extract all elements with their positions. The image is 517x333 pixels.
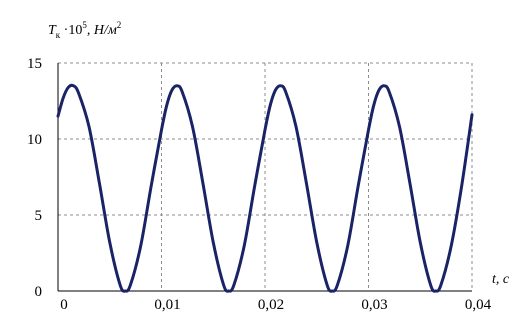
x-tick-label: 0,03 bbox=[361, 297, 387, 313]
y-tick-label: 10 bbox=[27, 132, 42, 148]
y-axis-label-subscript: к bbox=[56, 30, 61, 40]
x-tick-label: 0,01 bbox=[154, 297, 180, 313]
y-axis-label-symbol: T bbox=[48, 23, 57, 38]
x-tick-label: 0 bbox=[60, 297, 68, 313]
y-axis-label-exponent: 5 bbox=[82, 20, 87, 30]
series-line-0 bbox=[56, 83, 474, 293]
x-tick-label: 0,04 bbox=[465, 297, 492, 313]
y-tick-labels: 0 5 10 15 bbox=[27, 56, 42, 300]
y-tick-label: 0 bbox=[35, 284, 43, 300]
y-axis-label-multiplier: ·10 bbox=[60, 23, 82, 38]
plot-area bbox=[56, 83, 474, 293]
grid-lines bbox=[58, 62, 473, 291]
y-axis-label-unit: , Н/м bbox=[87, 23, 117, 38]
x-tick-labels: 0 0,01 0,02 0,03 0,04 bbox=[60, 297, 491, 313]
y-tick-label: 5 bbox=[35, 208, 43, 224]
y-tick-label: 15 bbox=[27, 56, 42, 72]
y-axis-label: Tк ·105, Н/м2 bbox=[48, 20, 121, 40]
x-axis-label: t, с bbox=[492, 272, 510, 287]
y-axis-label-unit-exponent: 2 bbox=[117, 20, 122, 30]
x-tick-label: 0,02 bbox=[258, 297, 284, 313]
